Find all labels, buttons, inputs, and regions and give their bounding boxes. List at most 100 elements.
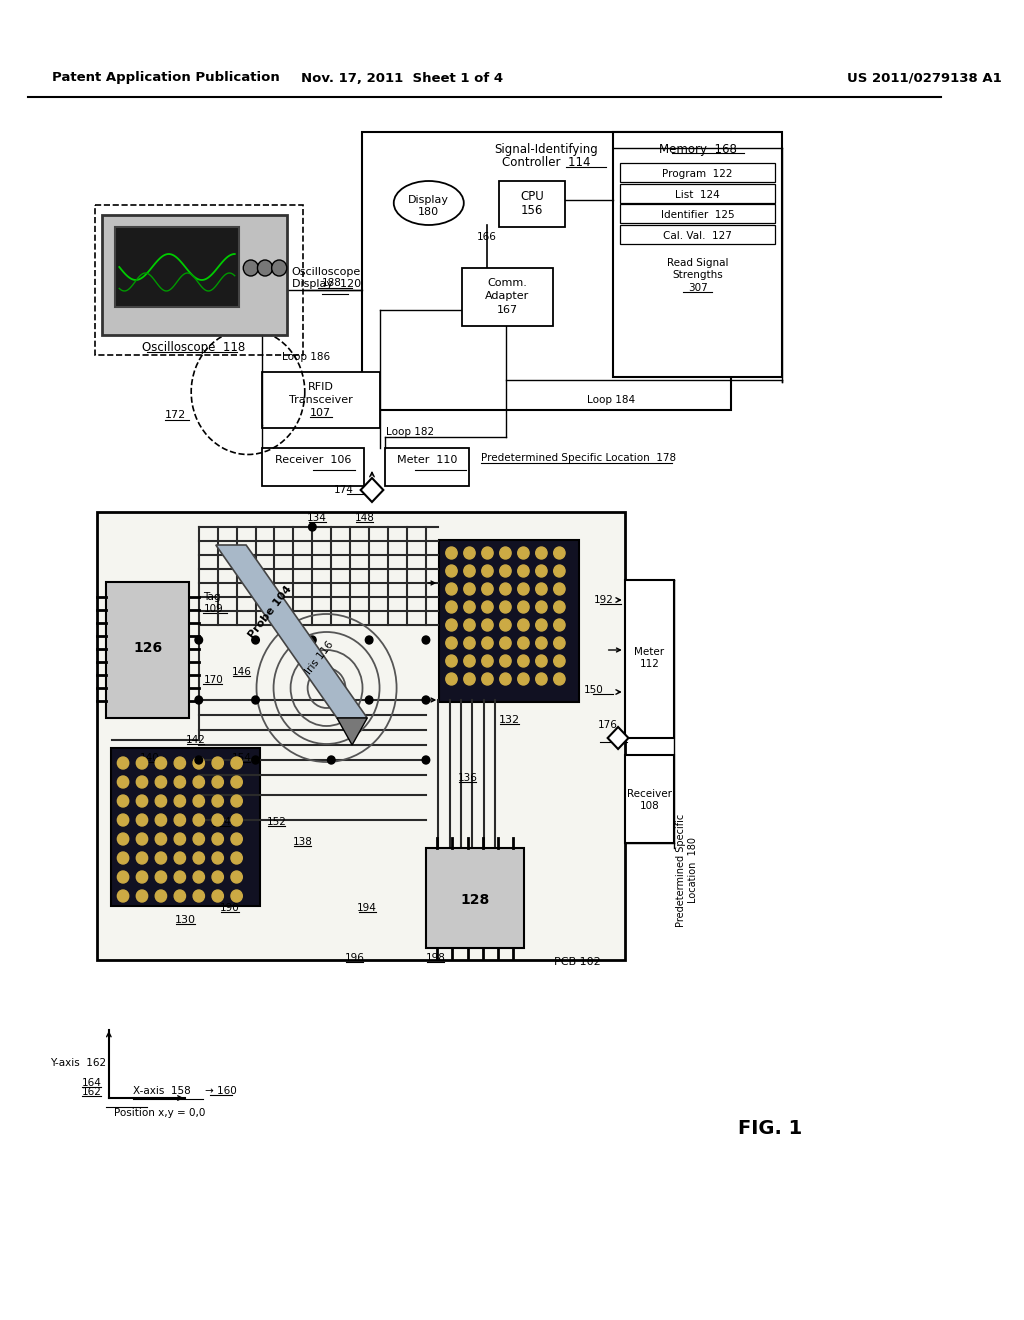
Text: 194: 194 [357, 903, 377, 913]
Circle shape [422, 636, 430, 644]
Circle shape [464, 565, 475, 577]
Circle shape [174, 871, 185, 883]
Circle shape [118, 776, 129, 788]
Circle shape [536, 583, 547, 595]
Text: X-axis  158: X-axis 158 [132, 1086, 190, 1096]
Text: Oscilloscope: Oscilloscope [292, 267, 360, 277]
Circle shape [156, 756, 167, 770]
Circle shape [174, 814, 185, 826]
Text: 307: 307 [688, 282, 708, 293]
Text: Patent Application Publication: Patent Application Publication [52, 71, 280, 84]
Circle shape [308, 636, 316, 644]
Circle shape [536, 638, 547, 649]
Text: Predetermined Specific
Location  180: Predetermined Specific Location 180 [677, 813, 698, 927]
Circle shape [156, 833, 167, 845]
Text: Read Signal: Read Signal [667, 257, 728, 268]
Circle shape [195, 636, 203, 644]
Circle shape [536, 601, 547, 612]
Circle shape [136, 890, 147, 902]
Text: Controller  114: Controller 114 [502, 157, 591, 169]
Text: Probe 104: Probe 104 [247, 583, 294, 640]
Text: 136: 136 [458, 774, 477, 783]
Text: 140: 140 [139, 752, 160, 763]
Circle shape [445, 655, 457, 667]
Text: 130: 130 [175, 915, 196, 925]
Circle shape [174, 795, 185, 807]
Circle shape [174, 833, 185, 845]
Circle shape [156, 871, 167, 883]
Text: Receiver  106: Receiver 106 [275, 455, 351, 465]
Text: 167: 167 [497, 305, 518, 315]
Circle shape [554, 601, 565, 612]
Circle shape [212, 756, 223, 770]
Circle shape [536, 655, 547, 667]
Text: Memory  168: Memory 168 [658, 143, 736, 156]
Circle shape [366, 696, 373, 704]
Circle shape [481, 655, 494, 667]
Circle shape [500, 655, 511, 667]
Text: → 160: → 160 [206, 1086, 238, 1096]
Text: List  124: List 124 [675, 190, 720, 201]
Bar [116, 227, 239, 308]
Bar [361, 132, 731, 411]
Text: Strengths: Strengths [672, 271, 723, 280]
Circle shape [554, 546, 565, 558]
Text: 107: 107 [310, 408, 332, 418]
Bar [385, 447, 469, 486]
Bar [102, 215, 287, 335]
Circle shape [231, 890, 243, 902]
Circle shape [118, 756, 129, 770]
Circle shape [554, 565, 565, 577]
Circle shape [212, 833, 223, 845]
Circle shape [500, 565, 511, 577]
Text: 188: 188 [322, 279, 341, 288]
Circle shape [464, 546, 475, 558]
Text: Predetermined Specific Location  178: Predetermined Specific Location 178 [481, 453, 676, 463]
Circle shape [554, 619, 565, 631]
Bar [625, 755, 674, 843]
Circle shape [231, 756, 243, 770]
Circle shape [518, 583, 529, 595]
Text: 192: 192 [594, 595, 613, 605]
Text: Oscilloscope  118: Oscilloscope 118 [142, 342, 246, 355]
Bar [499, 181, 565, 227]
Circle shape [366, 636, 373, 644]
Circle shape [308, 523, 316, 531]
Circle shape [231, 851, 243, 865]
Text: 170: 170 [204, 675, 223, 685]
Circle shape [118, 814, 129, 826]
Circle shape [500, 546, 511, 558]
Circle shape [445, 673, 457, 685]
Circle shape [136, 795, 147, 807]
Text: 154: 154 [231, 752, 251, 763]
Text: 172: 172 [165, 411, 186, 420]
Circle shape [174, 776, 185, 788]
Circle shape [156, 795, 167, 807]
Circle shape [118, 795, 129, 807]
Circle shape [500, 583, 511, 595]
Text: 146: 146 [231, 667, 251, 677]
Bar [620, 183, 775, 203]
Text: Comm.: Comm. [487, 279, 527, 288]
Text: 174: 174 [334, 484, 354, 495]
Text: Loop 182: Loop 182 [386, 426, 434, 437]
Circle shape [518, 638, 529, 649]
Bar [94, 205, 303, 355]
Circle shape [156, 814, 167, 826]
Circle shape [156, 776, 167, 788]
Circle shape [518, 565, 529, 577]
Circle shape [195, 756, 203, 764]
Text: Nov. 17, 2011  Sheet 1 of 4: Nov. 17, 2011 Sheet 1 of 4 [301, 71, 504, 84]
Ellipse shape [394, 181, 464, 224]
Text: 162: 162 [82, 1086, 101, 1097]
Text: 190: 190 [220, 903, 240, 913]
Circle shape [518, 601, 529, 612]
Circle shape [481, 546, 494, 558]
Circle shape [481, 638, 494, 649]
Circle shape [252, 636, 259, 644]
Text: Transceiver: Transceiver [289, 395, 352, 405]
Circle shape [194, 851, 205, 865]
Polygon shape [216, 545, 368, 718]
Polygon shape [607, 727, 629, 748]
Circle shape [518, 673, 529, 685]
